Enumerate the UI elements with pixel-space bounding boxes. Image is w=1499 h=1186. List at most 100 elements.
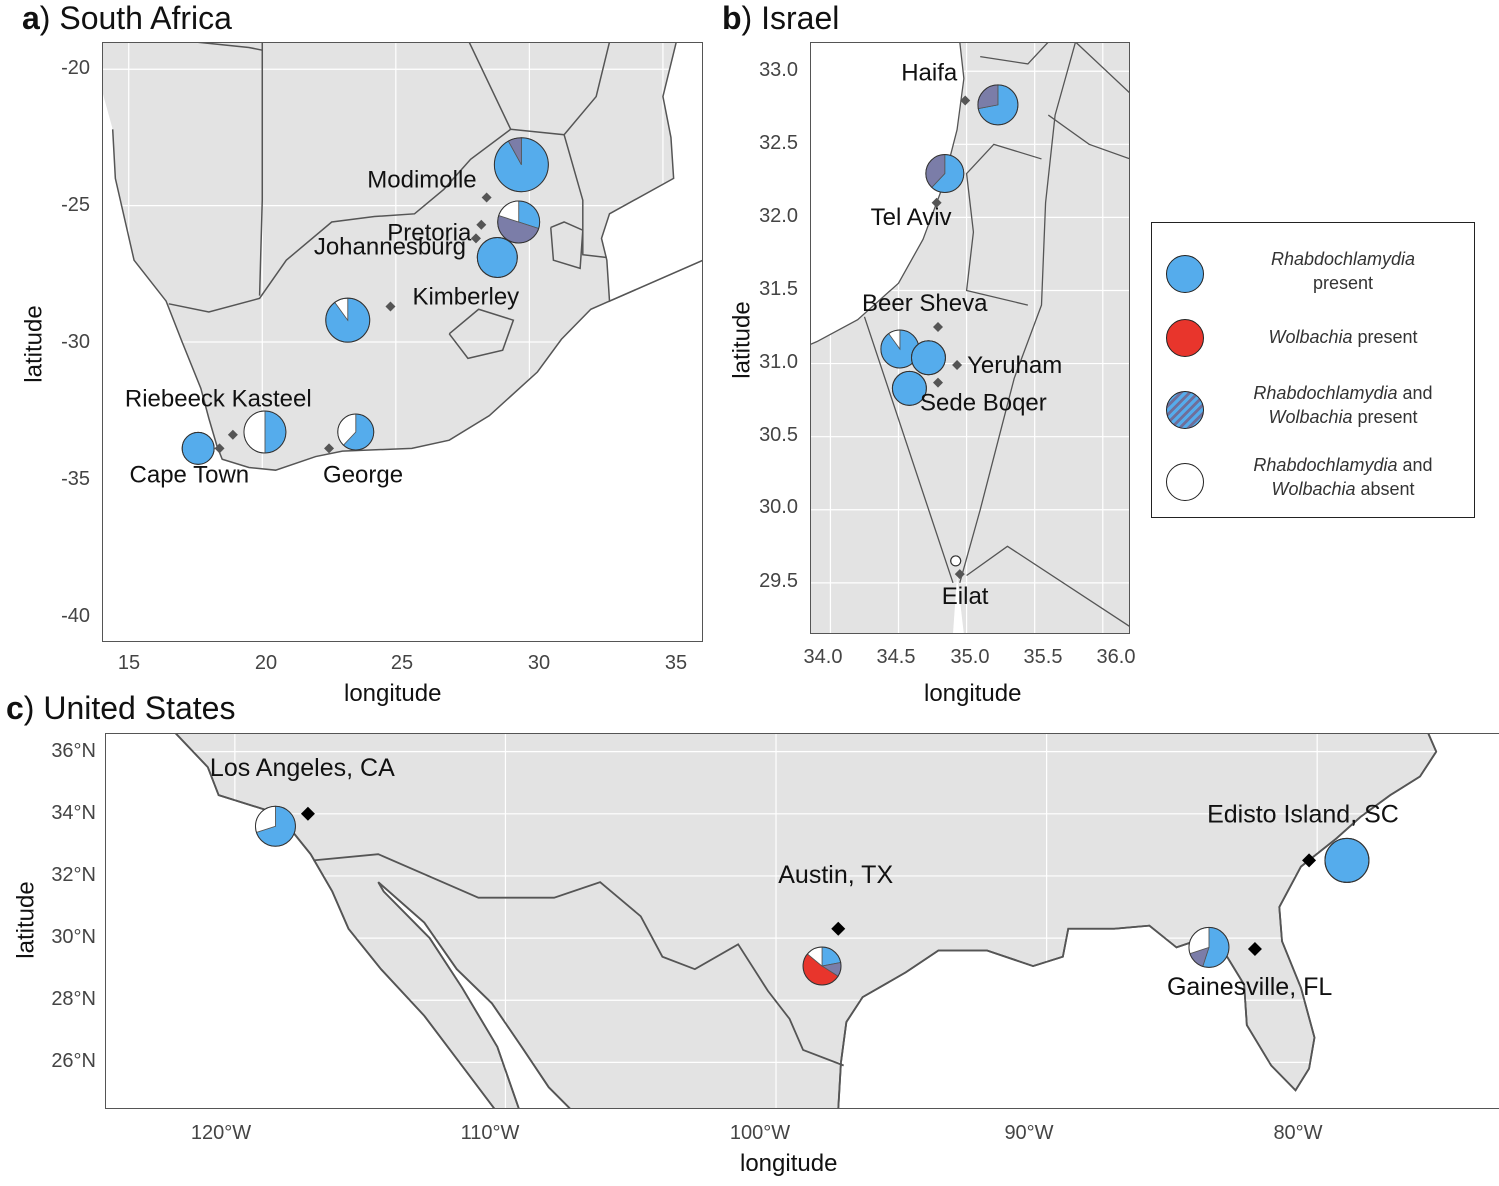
legend-entry-wolbachia: Wolbachia present xyxy=(1152,311,1474,381)
city-label: Edisto Island, SC xyxy=(1207,800,1399,828)
pie-outline xyxy=(181,431,215,465)
country-border xyxy=(980,42,1049,65)
city-marker xyxy=(324,443,335,454)
ytick: 31.0 xyxy=(759,351,798,373)
country-border xyxy=(313,853,844,1067)
ocean xyxy=(102,42,703,642)
legend-swatch xyxy=(1166,391,1204,429)
ytick: 34°N xyxy=(51,802,96,824)
pie-outline xyxy=(254,805,296,847)
country-border xyxy=(863,316,954,584)
ytick: 32.0 xyxy=(759,205,798,227)
city-marker xyxy=(954,569,965,580)
pie-outline xyxy=(910,340,946,376)
ytick: 32°N xyxy=(51,864,96,886)
ytick: -35 xyxy=(61,468,90,490)
pie-outline xyxy=(1324,837,1370,883)
city-marker xyxy=(470,233,481,244)
xtick: 34.0 xyxy=(803,646,843,668)
ytick: -30 xyxy=(61,331,90,353)
country-border xyxy=(168,128,607,313)
pie-outline xyxy=(925,154,965,194)
ytick: -20 xyxy=(61,57,90,79)
pie-outline xyxy=(497,200,541,244)
city-label: Beer Sheva xyxy=(862,290,988,317)
xtick: 35.0 xyxy=(950,646,990,668)
ytick: 29.5 xyxy=(759,570,798,592)
coastline xyxy=(810,42,965,346)
ytick: 32.5 xyxy=(759,132,798,154)
pie-outline xyxy=(243,410,287,454)
pie-outline xyxy=(1188,926,1230,968)
ytick: 30°N xyxy=(51,926,96,948)
city-marker xyxy=(476,219,487,230)
pie-outline xyxy=(476,236,518,278)
legend-label: Rhabdochlamydia and Wolbachia absent xyxy=(1253,455,1433,499)
legend-swatch xyxy=(1166,255,1204,293)
xtick: 20 xyxy=(254,652,278,674)
israel-map: Haifa Tel Aviv Beer Sheva Yeruham Sede Boqer… xyxy=(810,42,1130,634)
city-label: Kimberley xyxy=(412,284,519,311)
city-label: Johannesburg xyxy=(314,233,466,260)
country-border xyxy=(549,221,584,270)
city-marker xyxy=(214,443,225,454)
xtick: 35.5 xyxy=(1023,646,1063,668)
legend-label: Rhabdochlamydia present xyxy=(1270,249,1416,293)
country-border xyxy=(959,42,1077,584)
city-label: Cape Town xyxy=(130,461,250,488)
city-marker xyxy=(960,95,971,106)
city-label: Pretoria xyxy=(387,220,472,247)
coastline xyxy=(105,733,1438,1109)
city-label: Gainesville, FL xyxy=(1167,973,1332,1001)
city-marker xyxy=(481,192,492,203)
xtick: 120°W xyxy=(190,1122,252,1144)
panel-a-ylabel: latitude xyxy=(20,305,48,383)
country-border xyxy=(965,143,1042,306)
xtick: 34.5 xyxy=(876,646,916,668)
city-marker xyxy=(952,360,963,371)
city-marker xyxy=(831,921,846,936)
city-marker xyxy=(385,301,396,312)
legend-entry-both: Rhabdochlamydia and Wolbachia present xyxy=(1152,375,1474,445)
city-label: Tel Aviv xyxy=(871,204,952,231)
ytick: 30.5 xyxy=(759,424,798,446)
xtick: 35 xyxy=(664,652,688,674)
pie-outline xyxy=(325,297,371,343)
city-label: Los Angeles, CA xyxy=(210,754,395,782)
ytick: 26°N xyxy=(51,1050,96,1072)
panel-b-ylabel: latitude xyxy=(728,301,756,379)
xtick: 90°W xyxy=(1004,1122,1054,1144)
plot-frame xyxy=(810,42,1130,634)
country-border xyxy=(448,308,515,360)
city-label: Austin, TX xyxy=(778,861,893,889)
city-marker xyxy=(931,197,942,208)
pie-outline xyxy=(802,946,842,986)
gulf xyxy=(952,575,964,634)
ytick: 30.0 xyxy=(759,496,798,518)
legend-entry-absent: Rhabdochlamydia and Wolbachia absent xyxy=(1152,447,1474,517)
city-marker xyxy=(933,377,943,388)
xtick: 100°W xyxy=(729,1122,791,1144)
country-border xyxy=(966,545,1130,628)
ytick: -25 xyxy=(61,194,90,216)
city-label: Sede Boqer xyxy=(920,390,1047,417)
xtick: 25 xyxy=(390,652,414,674)
country-border xyxy=(563,42,611,136)
panel-a-xlabel: longitude xyxy=(344,680,442,707)
country-border xyxy=(1075,42,1130,94)
pie-outline xyxy=(493,137,549,193)
pie-outline xyxy=(891,370,927,406)
legend-swatch xyxy=(1166,463,1204,501)
plot-frame xyxy=(105,733,1499,1109)
city-label: George xyxy=(323,461,403,488)
xtick: 110°W xyxy=(460,1122,520,1144)
country-border xyxy=(258,42,264,296)
city-marker xyxy=(300,806,315,821)
country-border xyxy=(195,42,263,51)
legend-entry-rhabdochlamydia: Rhabdochlamydia present xyxy=(1152,239,1474,309)
panel-c-title: c) United States xyxy=(6,690,236,726)
country-border xyxy=(468,42,512,130)
panel-a-title: a) South Africa xyxy=(22,0,232,36)
xtick: 30 xyxy=(527,652,551,674)
